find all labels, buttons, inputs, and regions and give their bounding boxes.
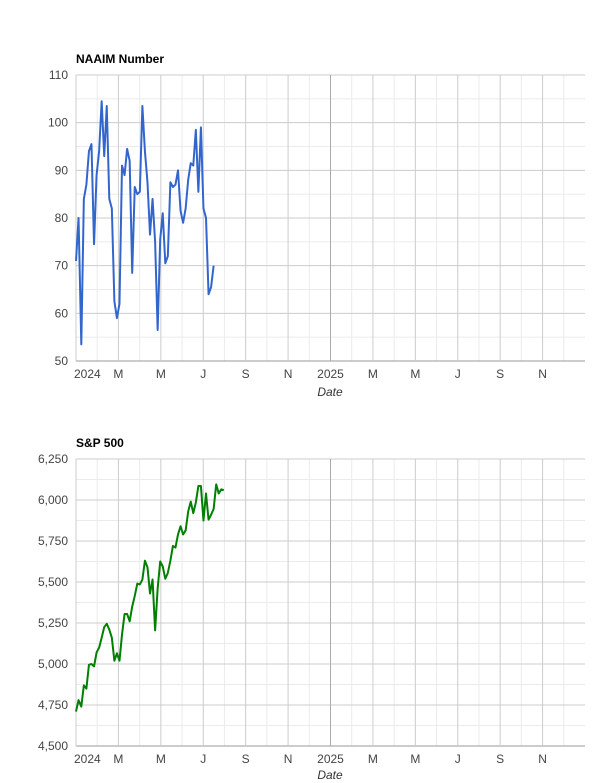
x-tick-label: M <box>156 752 166 766</box>
x-tick-label: M <box>113 367 123 381</box>
series-line <box>75 100 215 346</box>
sp500-chart-title: S&P 500 <box>76 436 124 450</box>
x-tick-label: N <box>284 752 293 766</box>
sp500-x-axis: 2024 M M J S N 2025 M M J S N <box>74 752 547 766</box>
naaim-chart-title: NAAIM Number <box>76 52 164 66</box>
x-tick-label: 2024 <box>74 752 101 766</box>
x-tick-label: M <box>156 367 166 381</box>
x-tick-label: S <box>242 367 250 381</box>
x-tick-label: S <box>496 367 504 381</box>
y-tick-label: 100 <box>48 116 68 130</box>
x-tick-label: 2025 <box>317 752 344 766</box>
x-tick-label: J <box>455 367 461 381</box>
sp500-series <box>75 483 225 712</box>
naaim-x-axis: 2024 M M J S N 2025 M M J S N <box>74 367 547 381</box>
x-tick-label: 2025 <box>317 367 344 381</box>
naaim-series <box>75 100 215 346</box>
y-tick-label: 4,750 <box>38 698 68 712</box>
sp500-chart: S&P 500 4,500 4,750 5,000 5,250 5,500 5,750 6,… <box>38 436 585 782</box>
x-tick-label: N <box>284 367 293 381</box>
x-tick-label: S <box>496 752 504 766</box>
y-tick-label: 70 <box>55 259 69 273</box>
y-tick-label: 60 <box>55 306 69 320</box>
y-tick-label: 50 <box>55 354 69 368</box>
sp500-gridlines <box>75 458 585 747</box>
y-tick-label: 110 <box>49 68 68 82</box>
series-line <box>75 483 225 712</box>
x-tick-label: M <box>113 752 123 766</box>
x-tick-label: J <box>455 752 461 766</box>
x-tick-label: J <box>200 752 206 766</box>
y-tick-label: 6,000 <box>38 493 68 507</box>
y-tick-label: 5,750 <box>38 534 68 548</box>
y-tick-label: 5,500 <box>38 575 68 589</box>
x-tick-label: M <box>410 752 420 766</box>
y-tick-label: 4,500 <box>38 739 68 753</box>
x-tick-label: N <box>538 367 547 381</box>
naaim-y-axis: 50 60 70 80 90 100 110 <box>48 68 68 368</box>
naaim-x-axis-label: Date <box>317 385 343 399</box>
x-tick-label: S <box>242 752 250 766</box>
x-tick-label: 2024 <box>74 367 101 381</box>
y-tick-label: 5,000 <box>38 657 68 671</box>
sp500-x-axis-label: Date <box>317 768 343 782</box>
naaim-gridlines <box>75 74 585 362</box>
y-tick-label: 80 <box>55 211 69 225</box>
x-tick-label: N <box>538 752 547 766</box>
x-tick-label: M <box>410 367 420 381</box>
x-tick-label: M <box>368 752 378 766</box>
y-tick-label: 90 <box>55 163 69 177</box>
x-tick-label: J <box>200 367 206 381</box>
y-tick-label: 6,250 <box>38 452 68 466</box>
x-tick-label: M <box>368 367 378 381</box>
y-tick-label: 5,250 <box>38 616 68 630</box>
sp500-y-axis: 4,500 4,750 5,000 5,250 5,500 5,750 6,000 6,250 <box>38 452 68 753</box>
